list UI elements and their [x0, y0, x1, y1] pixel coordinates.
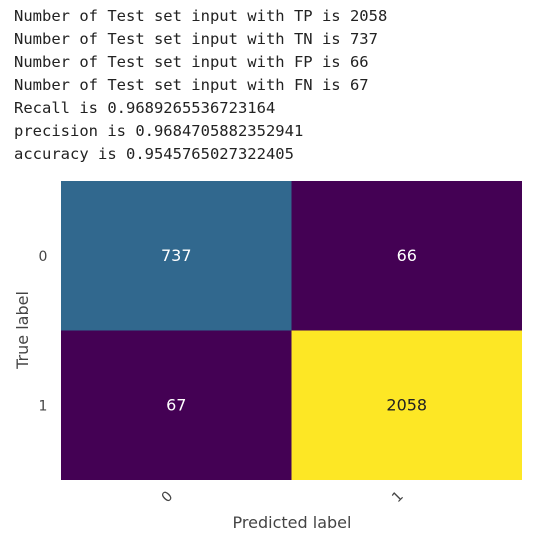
y-axis-label: True label	[13, 291, 32, 370]
heatmap-annotations: 737 66 67 2058	[161, 246, 427, 415]
cell-value-0-1: 66	[397, 246, 417, 265]
accuracy-line: accuracy is 0.9545765027322405	[14, 145, 294, 163]
heatmap-cells	[61, 181, 522, 480]
precision-line: precision is 0.9684705882352941	[14, 122, 304, 140]
x-tick-0: 0	[159, 488, 177, 506]
cell-value-0-0: 737	[161, 246, 192, 265]
console-output: Number of Test set input with TP is 2058…	[14, 5, 387, 166]
heatmap-cell-0-0	[61, 181, 292, 331]
y-tick-0: 0	[39, 249, 48, 265]
cell-value-1-0: 67	[166, 395, 186, 414]
heatmap-cell-1-0	[61, 330, 292, 480]
y-tick-1: 1	[39, 398, 48, 414]
heatmap-cell-1-1	[291, 330, 522, 480]
x-tick-1: 1	[389, 488, 407, 506]
heatmap-cell-0-1	[291, 181, 522, 331]
fp-count-line: Number of Test set input with FP is 66	[14, 53, 369, 71]
cell-value-1-1: 2058	[386, 395, 427, 414]
tp-count-line: Number of Test set input with TP is 2058	[14, 7, 388, 25]
tn-count-line: Number of Test set input with TN is 737	[14, 30, 378, 48]
fn-count-line: Number of Test set input with FN is 67	[14, 76, 369, 94]
y-tick-labels: 01	[39, 249, 48, 415]
x-axis-label: Predicted label	[233, 513, 352, 532]
recall-line: Recall is 0.9689265536723164	[14, 99, 276, 117]
